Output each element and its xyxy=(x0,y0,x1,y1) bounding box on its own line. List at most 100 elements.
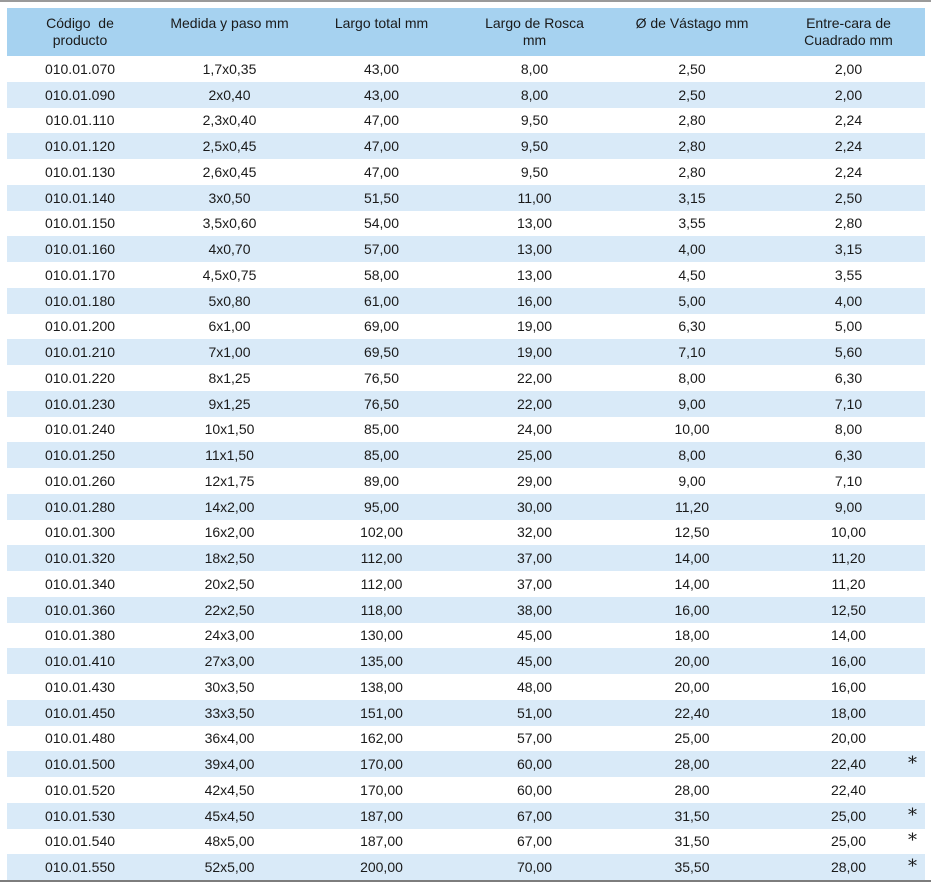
entrecara-value: 12,50 xyxy=(830,601,867,618)
entrecara-value: 5,00 xyxy=(834,318,863,335)
cell-vastago: 16,00 xyxy=(674,601,710,618)
cell-largo-rosca: 48,00 xyxy=(516,678,553,695)
cell-largo-rosca: 25,00 xyxy=(516,447,553,464)
column-header-vastago: Ø de Vástago mm xyxy=(612,8,772,56)
cell-vastago: 2,50 xyxy=(678,60,706,77)
cell-vastago: 5,00 xyxy=(678,292,706,309)
cell-entrecara: 7,10 xyxy=(772,391,925,417)
cell-largo-total: 95,00 xyxy=(363,498,400,515)
cell-largo-rosca: 60,00 xyxy=(516,756,553,773)
cell-vastago: 11,20 xyxy=(675,498,709,515)
cell-codigo: 010.01.070 xyxy=(44,60,116,77)
table-row: 010.01.550 52x5,00 200,00 70,00 35,50 28… xyxy=(7,854,925,880)
cell-entrecara: 2,00 xyxy=(772,82,925,108)
cell-medida-paso: 6x1,00 xyxy=(208,318,251,335)
cell-codigo: 010.01.530 xyxy=(44,807,116,824)
entrecara-value: 2,24 xyxy=(834,163,863,180)
table-row: 010.01.090 2x0,40 43,00 8,00 2,50 2,00 xyxy=(7,81,925,108)
table-row: 010.01.110 2,3x0,40 47,00 9,50 2,80 2,24 xyxy=(7,108,925,134)
cell-largo-total: 135,00 xyxy=(360,653,403,670)
cell-entrecara: 22,40 xyxy=(772,777,925,803)
cell-medida-paso: 8x1,25 xyxy=(208,369,251,386)
cell-largo-rosca: 51,00 xyxy=(516,704,553,721)
cell-medida-paso: 2x0,40 xyxy=(208,86,251,103)
cell-codigo: 010.01.180 xyxy=(44,292,116,309)
cell-medida-paso: 42x4,50 xyxy=(204,781,255,798)
cell-largo-total: 200,00 xyxy=(360,859,403,876)
cell-largo-total: 47,00 xyxy=(363,112,400,129)
column-header-medida-paso: Medida y paso mm xyxy=(153,8,306,56)
table-row: 010.01.540 48x5,00 187,00 67,00 31,50 25… xyxy=(7,829,925,855)
cell-largo-rosca: 22,00 xyxy=(516,369,553,386)
cell-entrecara: 28,00 * xyxy=(830,856,917,878)
entrecara-value: 10,00 xyxy=(830,524,867,541)
cell-medida-paso: 3x0,50 xyxy=(208,189,251,206)
cell-medida-paso: 52x5,00 xyxy=(204,859,255,876)
cell-largo-total: 61,00 xyxy=(363,292,400,309)
cell-entrecara: 25,00 * xyxy=(830,804,917,826)
cell-largo-rosca: 67,00 xyxy=(516,807,553,824)
entrecara-value: 2,80 xyxy=(834,215,863,232)
cell-medida-paso: 22x2,50 xyxy=(204,601,255,618)
table-row: 010.01.430 30x3,50 138,00 48,00 20,00 16… xyxy=(7,674,925,700)
cell-entrecara: 22,40 * xyxy=(830,753,917,775)
entrecara-value: 7,10 xyxy=(834,395,863,412)
entrecara-value: 16,00 xyxy=(830,653,867,670)
cell-vastago: 7,10 xyxy=(678,344,706,361)
cell-medida-paso: 2,6x0,45 xyxy=(202,163,257,180)
table-row: 010.01.450 33x3,50 151,00 51,00 22,40 18… xyxy=(7,699,925,726)
cell-medida-paso: 45x4,50 xyxy=(204,807,255,824)
cell-medida-paso: 3,5x0,60 xyxy=(202,215,257,232)
cell-medida-paso: 48x5,00 xyxy=(204,833,255,850)
entrecara-value: 2,24 xyxy=(834,112,863,129)
column-header-largo-total: Largo total mm xyxy=(306,8,457,56)
cell-largo-rosca: 9,50 xyxy=(520,138,549,155)
table-row: 010.01.300 16x2,00 102,00 32,00 12,50 10… xyxy=(7,520,925,546)
table-row: 010.01.170 4,5x0,75 58,00 13,00 4,50 3,5… xyxy=(7,262,925,288)
cell-medida-paso: 16x2,00 xyxy=(204,524,255,541)
table-row: 010.01.200 6x1,00 69,00 19,00 6,30 5,00 xyxy=(7,314,925,340)
cell-medida-paso: 4x0,70 xyxy=(208,241,251,258)
cell-largo-rosca: 67,00 xyxy=(516,833,553,850)
cell-medida-paso: 11x1,50 xyxy=(205,447,254,464)
cell-entrecara: 2,00 xyxy=(772,56,925,82)
entrecara-value: 8,00 xyxy=(834,421,863,438)
cell-entrecara: 10,00 xyxy=(772,520,925,546)
cell-codigo: 010.01.450 xyxy=(44,704,116,721)
table-row: 010.01.340 20x2,50 112,00 37,00 14,00 11… xyxy=(7,571,925,597)
cell-codigo: 010.01.410 xyxy=(44,653,116,670)
cell-codigo: 010.01.160 xyxy=(44,241,116,258)
entrecara-value: 22,40 xyxy=(830,756,867,773)
cell-entrecara: 12,50 xyxy=(772,597,925,623)
cell-codigo: 010.01.200 xyxy=(44,318,116,335)
cell-vastago: 14,00 xyxy=(674,550,710,567)
cell-largo-total: 47,00 xyxy=(363,138,400,155)
cell-largo-total: 151,00 xyxy=(360,704,403,721)
cell-vastago: 31,50 xyxy=(674,833,710,850)
cell-entrecara: 5,00 xyxy=(772,314,925,340)
cell-medida-paso: 30x3,50 xyxy=(204,678,255,695)
table-row: 010.01.160 4x0,70 57,00 13,00 4,00 3,15 xyxy=(7,236,925,262)
entrecara-value: 6,30 xyxy=(834,447,863,464)
cell-medida-paso: 39x4,00 xyxy=(204,756,255,773)
cell-largo-rosca: 8,00 xyxy=(520,60,549,77)
table-row: 010.01.520 42x4,50 170,00 60,00 28,00 22… xyxy=(7,777,925,803)
cell-vastago: 8,00 xyxy=(678,369,706,386)
cell-entrecara: 9,00 xyxy=(772,494,925,520)
table-row: 010.01.530 45x4,50 187,00 67,00 31,50 25… xyxy=(7,802,925,829)
entrecara-value: 14,00 xyxy=(830,627,867,644)
cell-vastago: 22,40 xyxy=(674,704,710,721)
table-row: 010.01.250 11x1,50 85,00 25,00 8,00 6,30 xyxy=(7,442,925,468)
cell-vastago: 4,00 xyxy=(678,241,706,258)
cell-largo-total: 85,00 xyxy=(363,421,400,438)
table-row: 010.01.260 12x1,75 89,00 29,00 9,00 7,10 xyxy=(7,468,925,494)
table-row: 010.01.140 3x0,50 51,50 11,00 3,15 2,50 xyxy=(7,184,925,211)
cell-vastago: 35,50 xyxy=(674,859,710,876)
entrecara-value: 3,55 xyxy=(834,266,863,283)
cell-entrecara: 18,00 xyxy=(772,700,925,726)
cell-codigo: 010.01.230 xyxy=(44,395,116,412)
cell-largo-rosca: 24,00 xyxy=(516,421,553,438)
cell-largo-rosca: 9,50 xyxy=(520,163,549,180)
cell-largo-rosca: 9,50 xyxy=(520,112,549,129)
cell-largo-total: 162,00 xyxy=(360,730,403,747)
